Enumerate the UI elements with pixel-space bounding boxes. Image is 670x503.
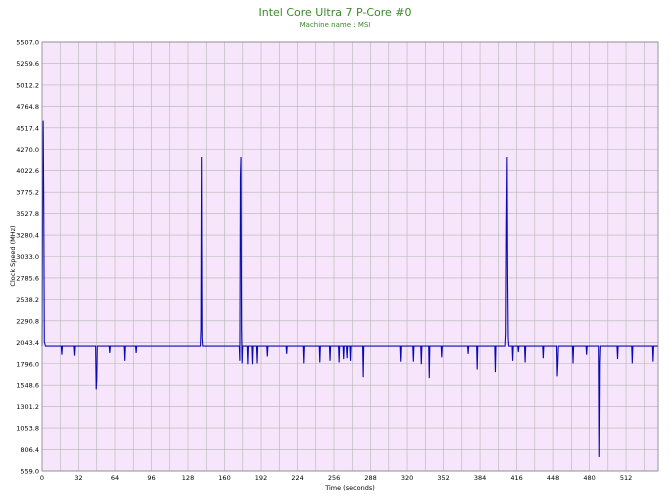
x-tick-label: 224	[291, 474, 303, 482]
x-tick-label: 128	[182, 474, 194, 482]
x-tick-label: 352	[437, 474, 449, 482]
y-tick-label: 5012.2	[16, 81, 39, 89]
chart-subtitle: Machine name : MSI	[300, 21, 371, 29]
x-axis-label: Time (seconds)	[324, 484, 375, 492]
grid-lines	[42, 41, 658, 472]
y-tick-label: 3280.4	[16, 232, 39, 240]
y-tick-label: 4022.6	[16, 167, 39, 175]
plot-border	[41, 41, 659, 472]
x-tick-label: 256	[328, 474, 340, 482]
y-tick-label: 2538.2	[16, 296, 39, 304]
y-tick-label: 1796.0	[16, 360, 39, 368]
y-tick-label: 1548.6	[16, 382, 39, 390]
x-tick-label: 512	[620, 474, 632, 482]
y-tick-label: 3775.2	[16, 189, 39, 197]
y-tick-label: 806.4	[20, 446, 39, 454]
x-tick-label: 416	[510, 474, 522, 482]
x-axis-ticks: 0 32 64 96 128 160 192 224 256 288 320 352 384 416 448…	[40, 474, 632, 482]
y-tick-label: 4517.4	[16, 124, 39, 132]
x-tick-label: 448	[547, 474, 559, 482]
y-tick-label: 2290.8	[16, 317, 39, 325]
y-tick-label: 1301.2	[16, 403, 39, 411]
x-tick-label: 384	[474, 474, 486, 482]
x-tick-label: 320	[401, 474, 413, 482]
y-tick-label: 1053.8	[16, 425, 39, 433]
x-tick-label: 0	[40, 474, 44, 482]
y-tick-label: 2043.4	[16, 339, 39, 347]
x-tick-label: 64	[111, 474, 119, 482]
clock-speed-series-line	[41, 120, 658, 458]
y-axis-ticks: 559.0 806.4 1053.8 1301.2 1548.6 1796.0 2043.4…	[16, 39, 39, 476]
x-tick-label: 192	[255, 474, 267, 482]
y-tick-label: 2785.6	[16, 274, 39, 282]
x-tick-label: 480	[583, 474, 595, 482]
y-tick-label: 559.0	[20, 468, 39, 476]
y-axis-label: Clock Speed (MHz)	[9, 225, 17, 286]
y-tick-label: 4764.8	[16, 103, 39, 111]
chart-title: Intel Core Ultra 7 P-Core #0	[258, 6, 411, 19]
y-tick-label: 4270.0	[16, 146, 39, 154]
y-tick-label: 3033.0	[16, 253, 39, 261]
x-tick-label: 96	[147, 474, 155, 482]
y-tick-label: 5507.0	[16, 39, 39, 47]
y-tick-label: 5259.6	[16, 60, 39, 68]
y-tick-label: 3527.8	[16, 210, 39, 218]
x-tick-label: 288	[364, 474, 376, 482]
x-tick-label: 160	[218, 474, 230, 482]
x-tick-label: 32	[74, 474, 82, 482]
